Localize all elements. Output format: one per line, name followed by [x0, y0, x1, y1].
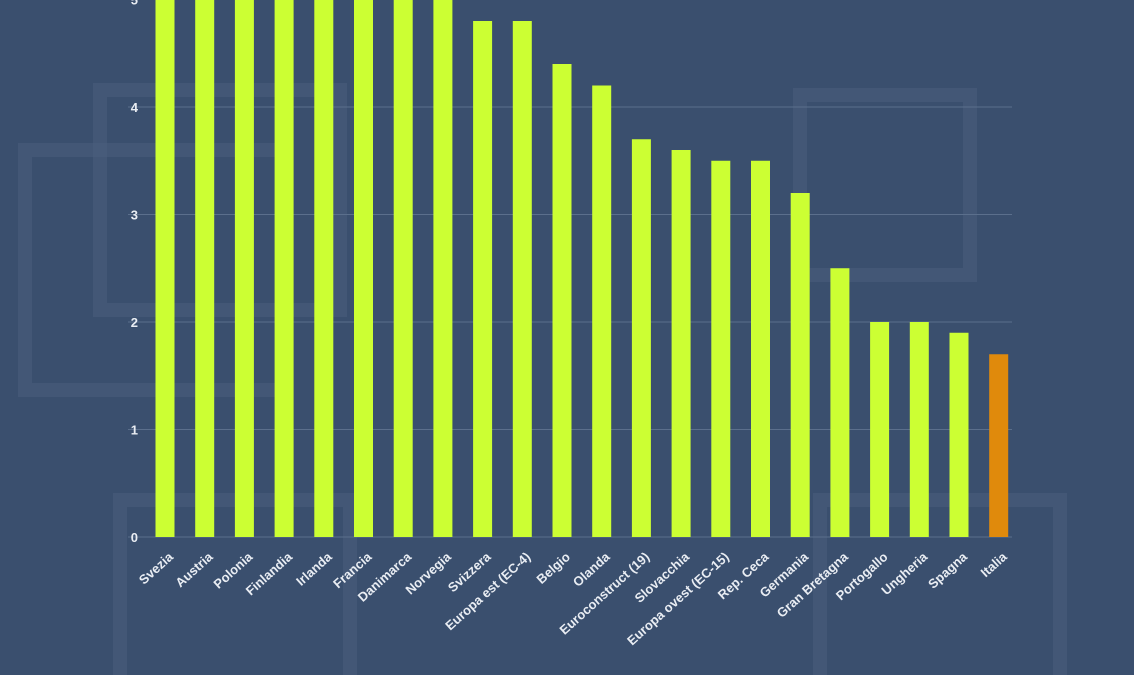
x-tick-label: Spagna	[925, 549, 971, 592]
bar	[354, 0, 373, 537]
bar	[234, 0, 254, 537]
x-tick-label: Irlanda	[293, 549, 335, 589]
x-axis-ticks: SveziaAustriaPoloniaFinlandiaIrlandaFran…	[136, 549, 1010, 649]
bar	[433, 0, 453, 537]
bar	[155, 0, 175, 537]
x-tick-label: Austria	[172, 549, 216, 591]
bar	[512, 21, 532, 537]
bar	[552, 64, 572, 537]
bar	[909, 322, 929, 537]
y-axis-ticks: 0 1 2 3 4 5	[131, 0, 139, 545]
bar	[671, 150, 691, 537]
bar	[314, 0, 334, 537]
bar	[751, 160, 770, 537]
bar	[274, 0, 294, 537]
bar	[393, 0, 413, 537]
bar	[790, 193, 810, 537]
x-tick-label: Svezia	[136, 549, 177, 588]
bar	[592, 85, 612, 537]
bar	[473, 21, 493, 537]
bar	[830, 268, 850, 537]
y-tick-label: 5	[131, 0, 138, 8]
bar	[949, 332, 969, 537]
x-tick-label: Belgio	[533, 549, 573, 587]
x-tick-label: Italia	[978, 549, 1011, 580]
bar	[870, 322, 890, 537]
y-tick-label: 1	[131, 423, 138, 438]
y-tick-label: 2	[131, 315, 138, 330]
bar	[195, 0, 215, 537]
bar	[631, 139, 651, 537]
y-tick-label: 3	[131, 208, 138, 223]
y-tick-label: 0	[131, 530, 138, 545]
y-tick-label: 4	[131, 100, 139, 115]
bar	[711, 160, 731, 537]
background-decoration	[18, 83, 1067, 675]
bar	[989, 354, 1009, 537]
bars	[155, 0, 1009, 537]
